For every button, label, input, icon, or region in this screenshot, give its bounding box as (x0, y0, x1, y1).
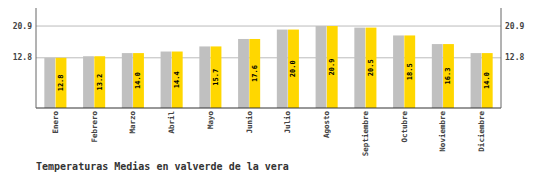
y-tick-label: 12.8 (13, 53, 32, 62)
y2-tick-label: 12.8 (505, 53, 524, 62)
bar (238, 39, 249, 108)
bar (161, 52, 172, 108)
bar (327, 26, 338, 108)
y-tick-label: 20.9 (13, 22, 32, 31)
bar (354, 28, 365, 108)
chart: 12.8 13.2 14.0 14.4 15.7 17.6 20.0 20.9 20.5 18.5… (0, 0, 537, 174)
bar (393, 35, 404, 108)
grid-line (36, 26, 501, 27)
bars (44, 26, 492, 108)
bar (432, 44, 443, 108)
y2-tick-label: 20.9 (505, 22, 524, 31)
x-tick-label: Junio (245, 111, 254, 134)
data-label: 16.3 (444, 68, 452, 85)
y-axis-line (36, 8, 37, 108)
bar (133, 53, 144, 108)
data-labels: 12.8 13.2 14.0 14.4 15.7 17.6 20.0 20.9 20.5 18.5… (57, 59, 491, 92)
bar (366, 28, 377, 108)
x-tick-label: Octubre (400, 111, 409, 143)
x-tick-label: Enero (51, 111, 60, 134)
x-tick-label: Agosto (322, 111, 331, 139)
x-tick-label: Mayo (206, 111, 215, 130)
bar (172, 52, 183, 108)
bar (56, 58, 67, 108)
data-label: 14.4 (173, 71, 181, 88)
y2-axis-line (501, 8, 502, 108)
x-tick-label: Febrero (90, 111, 99, 143)
data-label: 17.6 (251, 65, 259, 82)
bar (316, 26, 327, 108)
data-label: 20.0 (289, 60, 297, 77)
data-label: 13.2 (96, 74, 104, 91)
x-tick-label: Noviembre (438, 111, 447, 152)
bar (83, 56, 94, 108)
data-label: 14.0 (483, 72, 491, 89)
bar (94, 56, 105, 108)
bar (211, 46, 222, 108)
bar (482, 53, 493, 108)
data-label: 14.0 (134, 72, 142, 89)
data-label: 12.8 (57, 74, 65, 91)
x-tick-label: Julio (283, 111, 292, 134)
x-axis-line (36, 107, 501, 108)
bar (404, 35, 415, 108)
x-tick-label: Abril (167, 111, 176, 134)
bar (288, 30, 299, 108)
grid-line (36, 57, 501, 58)
bar (277, 30, 288, 108)
bar (443, 44, 454, 108)
data-label: 18.5 (406, 63, 414, 80)
bar (249, 39, 260, 108)
bar (471, 53, 482, 108)
x-tick-label: Marzo (128, 111, 137, 134)
data-label: 20.9 (328, 59, 336, 76)
data-label: 20.5 (367, 59, 375, 76)
bar (122, 53, 133, 108)
data-label: 15.7 (212, 69, 220, 86)
x-tick-label: Diciembre (477, 111, 486, 152)
x-tick-label: Septiembre (361, 111, 370, 157)
title: Temperaturas Medias en valverde de la ve… (36, 161, 289, 172)
bar (44, 58, 55, 108)
bar (199, 46, 210, 108)
